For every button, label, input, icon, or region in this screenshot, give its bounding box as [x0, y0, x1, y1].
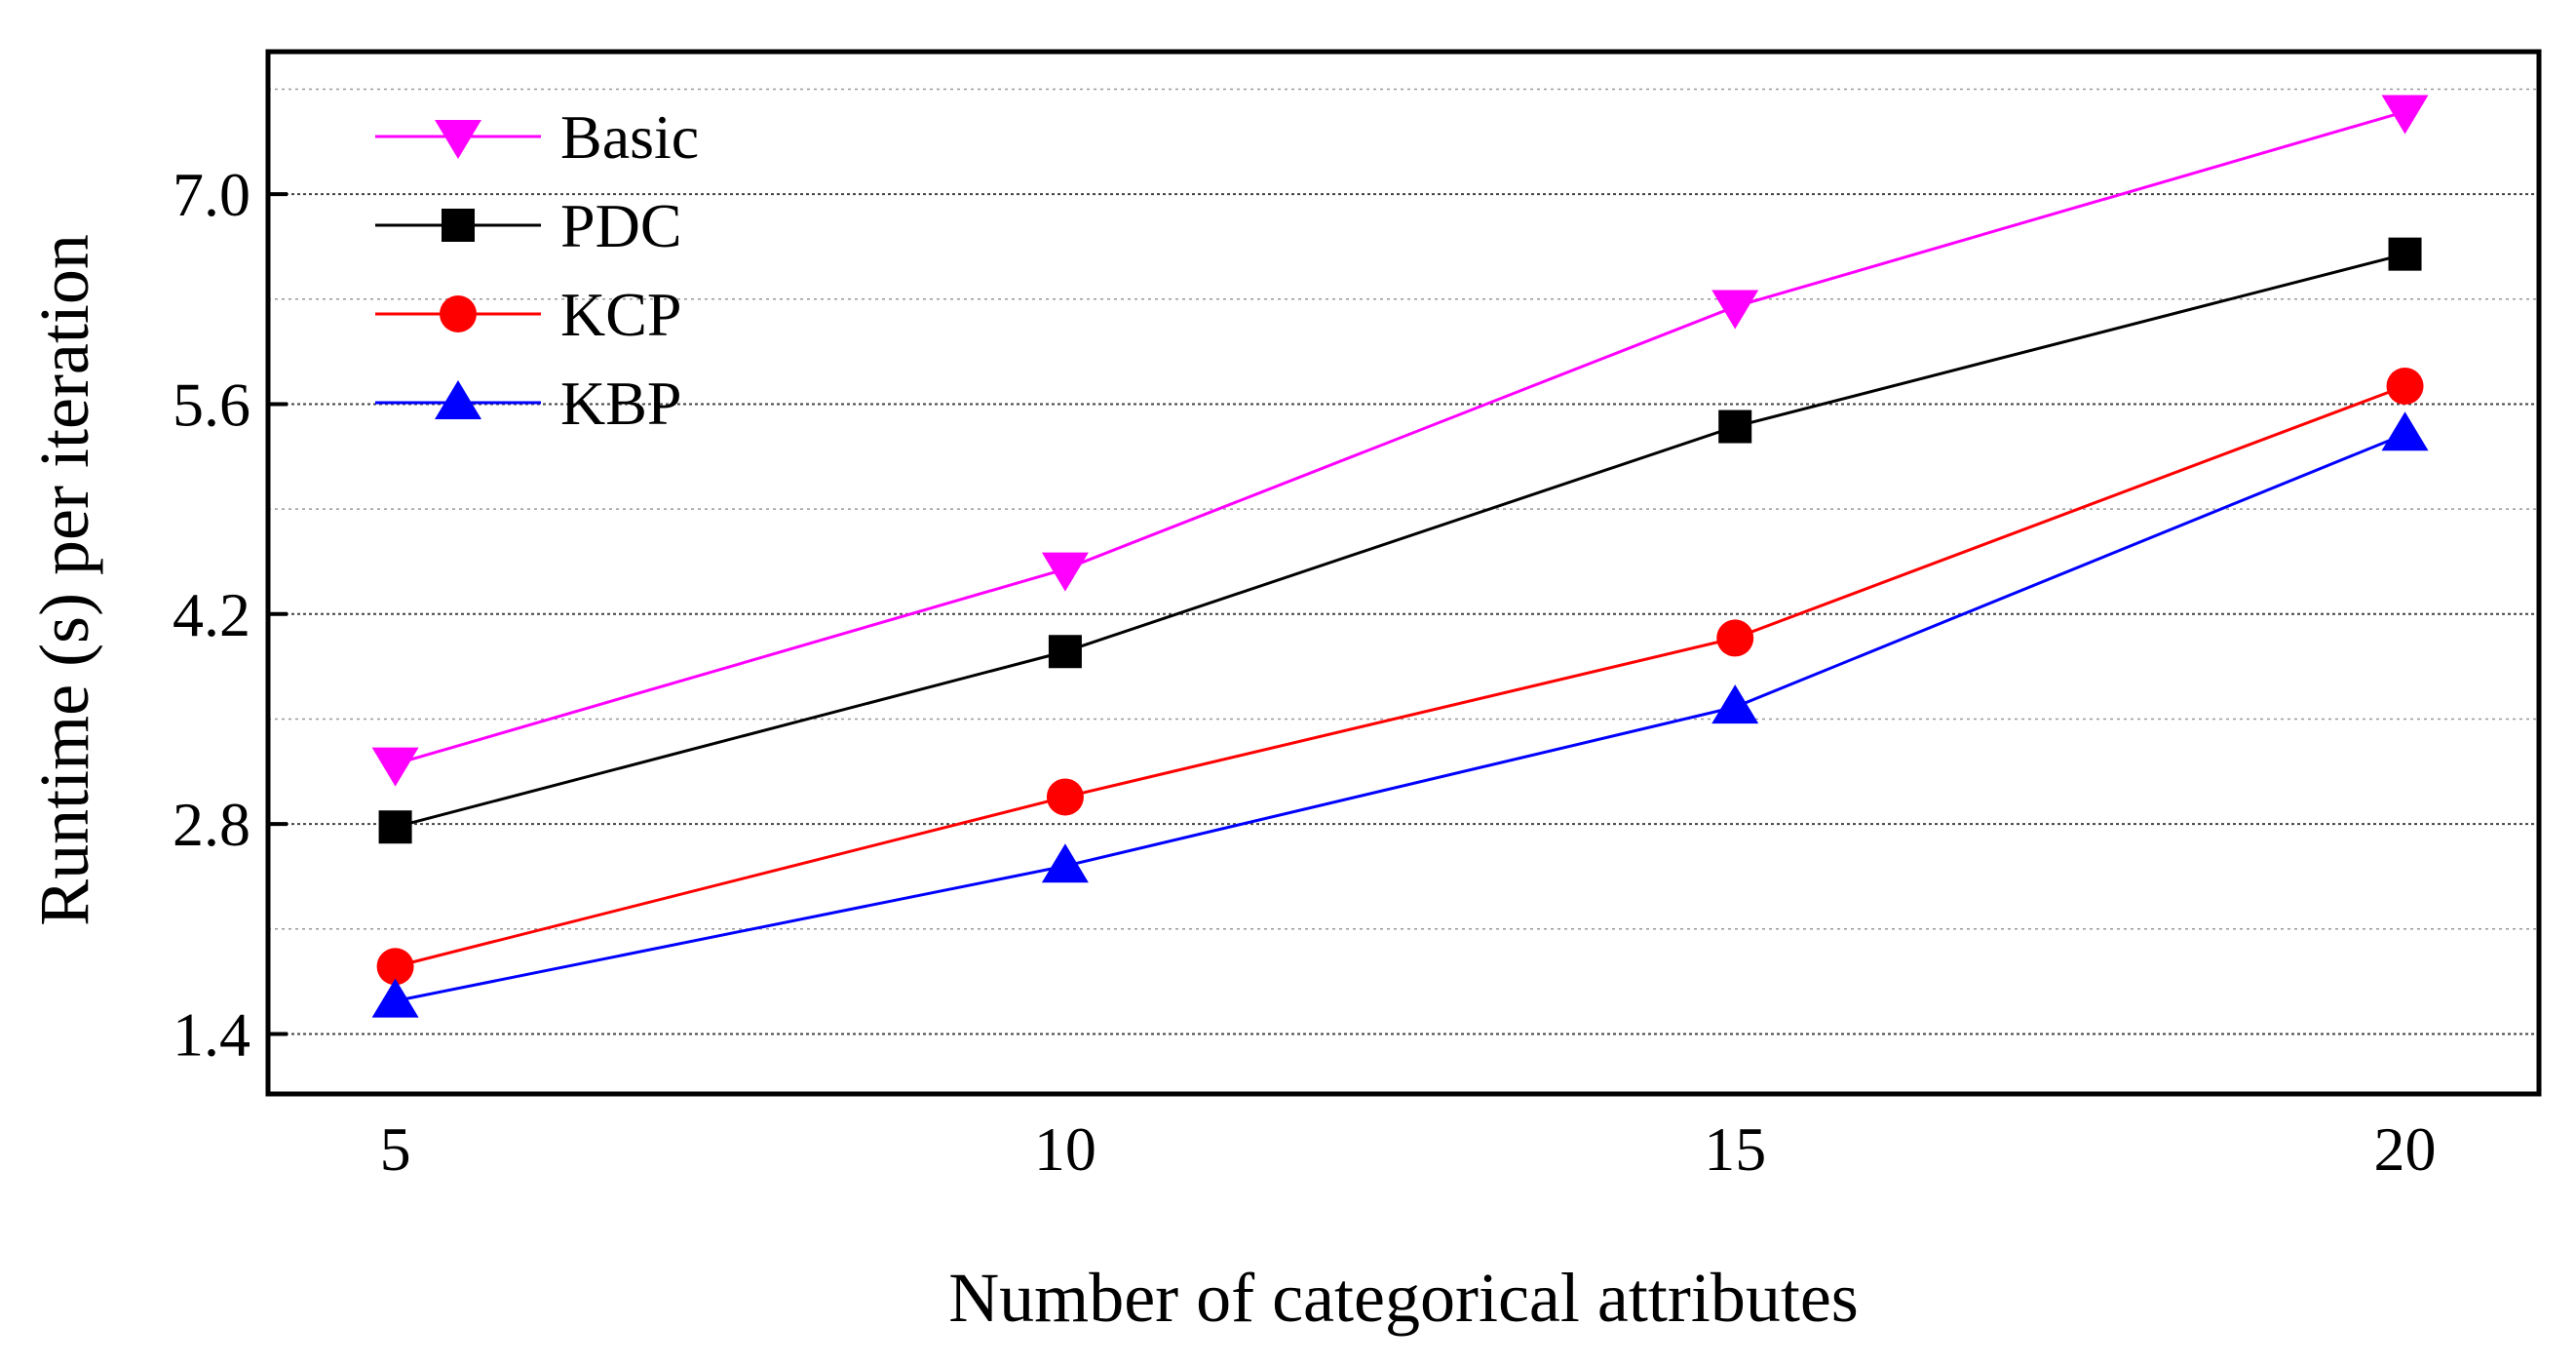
data-point-kbp	[1041, 843, 1089, 883]
series-line-kbp	[395, 432, 2406, 1003]
data-point-kbp	[2381, 411, 2429, 451]
data-point-basic	[371, 747, 419, 787]
y-axis-label: Runtime (s) per iteration	[25, 234, 103, 926]
x-tick-label: 15	[1704, 1114, 1766, 1184]
legend-label-kbp: KBP	[560, 369, 682, 438]
legend-marker-basic	[435, 120, 481, 159]
y-tick-label: 7.0	[173, 160, 250, 229]
data-point-pdc	[378, 810, 412, 844]
legend-label-pdc: PDC	[560, 191, 682, 260]
y-tick-label: 1.4	[173, 999, 250, 1069]
data-point-basic	[1711, 290, 1759, 330]
data-point-kbp	[371, 978, 419, 1018]
y-tick-label: 2.8	[173, 790, 250, 859]
x-tick-label: 20	[2374, 1114, 2437, 1184]
data-point-basic	[1041, 552, 1089, 592]
legend-label-kcp: KCP	[560, 280, 682, 349]
series-line-basic	[395, 110, 2405, 766]
x-tick-label: 10	[1034, 1114, 1096, 1184]
x-tick-label: 5	[380, 1114, 411, 1184]
legend-marker-pdc	[442, 209, 475, 242]
legend-marker-kbp	[435, 380, 481, 419]
legend-label-basic: Basic	[560, 102, 699, 172]
data-point-kcp	[376, 948, 414, 986]
y-tick-label: 5.6	[173, 370, 250, 439]
x-axis-label: Number of categorical attributes	[948, 1259, 1859, 1337]
data-point-pdc	[1718, 410, 1752, 444]
y-tick-label: 4.2	[173, 580, 250, 649]
series-line-pdc	[395, 253, 2405, 829]
data-point-kbp	[1711, 684, 1759, 724]
series-line-kcp	[395, 384, 2406, 968]
data-point-kcp	[1716, 619, 1754, 657]
data-point-kcp	[1046, 778, 1084, 816]
plot-frame	[265, 49, 2542, 1097]
data-point-pdc	[1048, 635, 1082, 669]
data-point-pdc	[2388, 237, 2422, 271]
legend-marker-kcp	[440, 295, 477, 332]
data-point-kcp	[2386, 368, 2424, 406]
data-point-basic	[2381, 95, 2429, 135]
